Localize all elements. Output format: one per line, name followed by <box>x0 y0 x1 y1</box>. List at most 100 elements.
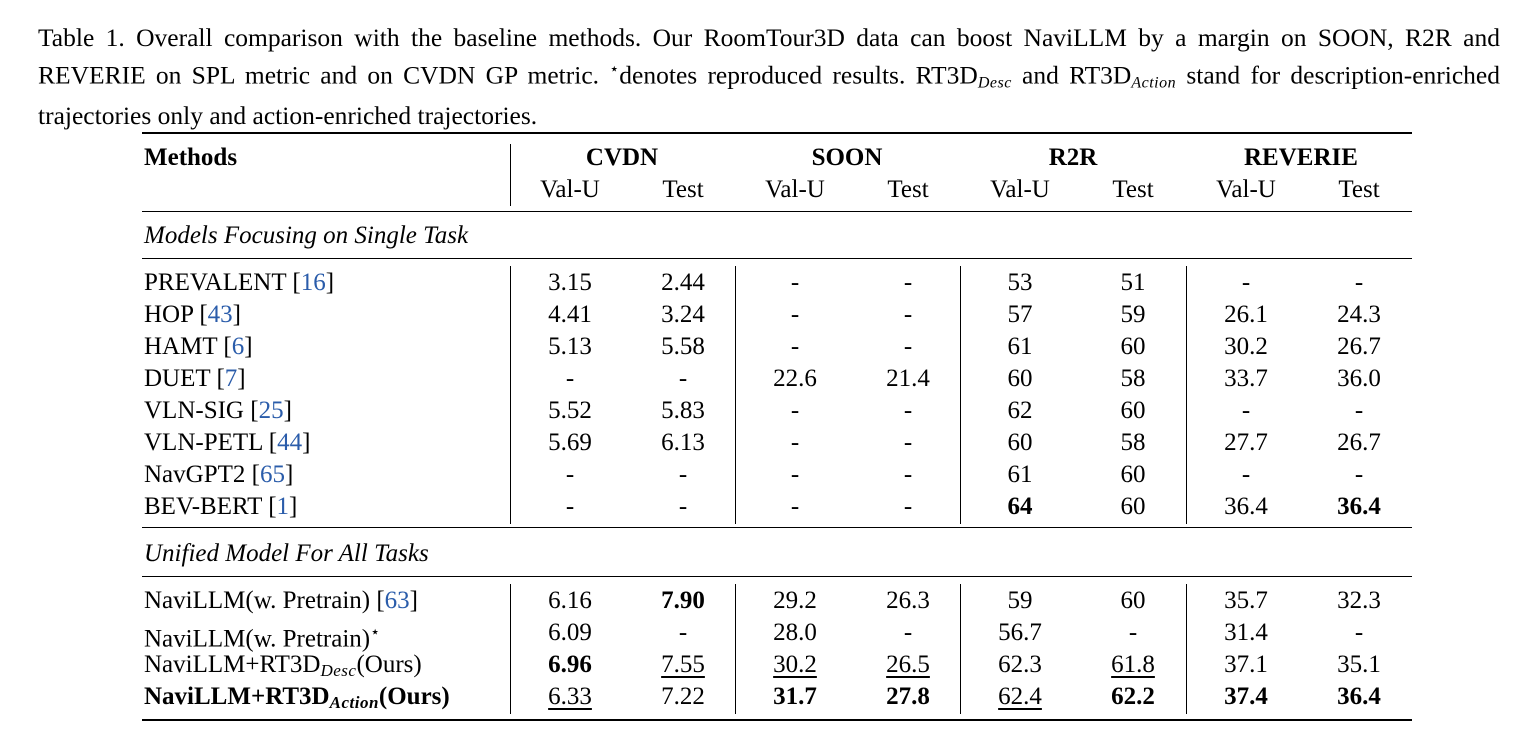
col-divider <box>960 584 961 714</box>
table-cell: 36.4 <box>1224 493 1268 520</box>
table-cell: - <box>565 365 575 392</box>
section-title-single-task: Models Focusing on Single Task <box>144 222 469 249</box>
table-cell: 60 <box>1120 493 1146 520</box>
table-cell: - <box>790 429 800 456</box>
table-cell: 61 <box>1007 461 1033 488</box>
col-divider <box>735 584 736 714</box>
table-cell: 5.58 <box>661 333 705 360</box>
table-cell: - <box>1354 397 1364 424</box>
table-cell: - <box>903 333 913 360</box>
method-label: VLN-PETL <box>144 429 263 456</box>
table-cell: 36.4 <box>1337 683 1381 710</box>
table-cell: - <box>903 397 913 424</box>
table-cell: 2.44 <box>661 269 705 296</box>
table-cell: 62.4 <box>998 683 1042 710</box>
table-cell: 26.3 <box>886 587 930 614</box>
citation-link: 63 <box>384 587 410 614</box>
method-name: DUET [7] <box>144 365 246 392</box>
table-cell: 61.8 <box>1111 651 1155 678</box>
table-cell: - <box>1241 461 1251 488</box>
table-cell: 56.7 <box>998 619 1042 646</box>
table-cell: 32.3 <box>1337 587 1381 614</box>
section1-rule <box>142 258 1412 259</box>
table-cell: - <box>790 333 800 360</box>
table-cell: - <box>1354 619 1364 646</box>
section-title-unified: Unified Model For All Tasks <box>144 540 429 567</box>
table-cell: 64 <box>1007 493 1033 520</box>
table-cell: 24.3 <box>1337 301 1381 328</box>
method-name: HAMT [6] <box>144 333 253 360</box>
table-cell: 26.1 <box>1224 301 1268 328</box>
table-cell: - <box>678 619 688 646</box>
table-cell: - <box>565 493 575 520</box>
section2-rule <box>142 576 1412 577</box>
subcol-header: Test <box>662 176 704 203</box>
table-cell: 33.7 <box>1224 365 1268 392</box>
subcol-header: Test <box>1338 176 1380 203</box>
table-cell: 59 <box>1120 301 1146 328</box>
table-cell: 29.2 <box>773 587 817 614</box>
citation-link: 16 <box>300 269 326 296</box>
method-suffix: (Ours) <box>356 651 422 678</box>
header-col-divider <box>510 144 511 206</box>
subcol-header: Val-U <box>1216 176 1276 203</box>
method-name: VLN-SIG [25] <box>144 397 292 424</box>
table-cell: 7.22 <box>661 683 705 710</box>
method-label: HOP <box>144 301 194 328</box>
table-cell: 27.7 <box>1224 429 1268 456</box>
subcol-header: Test <box>887 176 929 203</box>
table-cell: 26.5 <box>886 651 930 678</box>
method-suffix: (Ours) <box>378 683 450 710</box>
table-cell: - <box>903 493 913 520</box>
table-cell: 3.15 <box>548 269 592 296</box>
col-divider <box>735 266 736 524</box>
table-cell: - <box>790 397 800 424</box>
table-cell: 5.83 <box>661 397 705 424</box>
table-cell: 60 <box>1007 365 1033 392</box>
table-cell: 36.0 <box>1337 365 1381 392</box>
table-cell: - <box>903 461 913 488</box>
table-cell: - <box>903 269 913 296</box>
table-cell: 28.0 <box>773 619 817 646</box>
method-name: NaviLLM+RT3DAction(Ours) <box>144 682 450 718</box>
method-subscript: Action <box>329 693 379 712</box>
top-rule <box>142 132 1412 134</box>
group-header-soon: SOON <box>811 144 883 171</box>
method-subscript: Desc <box>320 661 357 680</box>
table-cell: 60 <box>1120 397 1146 424</box>
method-label: NaviLLM+RT3D <box>144 683 330 710</box>
table-cell: 6.33 <box>548 683 592 710</box>
group-header-reverie: REVERIE <box>1244 144 1358 171</box>
table-cell: 37.4 <box>1224 683 1268 710</box>
table-caption: Table 1. Overall comparison with the bas… <box>38 23 1501 130</box>
subcol-header: Val-U <box>765 176 825 203</box>
subcol-header: Val-U <box>540 176 600 203</box>
method-name: BEV-BERT [1] <box>144 493 298 520</box>
reproduced-marker: ⋆ <box>370 624 381 641</box>
subcol-header: Val-U <box>990 176 1050 203</box>
method-name: NaviLLM(w. Pretrain)⋆ <box>144 618 380 654</box>
group-header-cvdn: CVDN <box>585 144 659 171</box>
citation-link: 6 <box>231 333 245 360</box>
table-cell: - <box>903 429 913 456</box>
col-divider <box>1186 266 1187 524</box>
table-cell: 58 <box>1120 365 1146 392</box>
table-cell: 3.24 <box>661 301 705 328</box>
col-divider <box>510 266 511 524</box>
method-label: HAMT <box>144 333 218 360</box>
table-cell: 30.2 <box>773 651 817 678</box>
method-label: PREVALENT <box>144 269 287 296</box>
table-cell: 4.41 <box>548 301 592 328</box>
table-cell: 35.7 <box>1224 587 1268 614</box>
table-cell: 53 <box>1007 269 1033 296</box>
col-divider <box>1186 584 1187 714</box>
table-cell: - <box>678 493 688 520</box>
method-label: VLN-SIG <box>144 397 244 424</box>
table-cell: 61 <box>1007 333 1033 360</box>
table-cell: 27.8 <box>886 683 930 710</box>
table-cell: 37.1 <box>1224 651 1268 678</box>
citation-link: 44 <box>277 429 303 456</box>
method-label: NaviLLM+RT3D <box>144 651 321 678</box>
method-name: NavGPT2 [65] <box>144 461 294 488</box>
method-label: NavGPT2 <box>144 461 246 488</box>
